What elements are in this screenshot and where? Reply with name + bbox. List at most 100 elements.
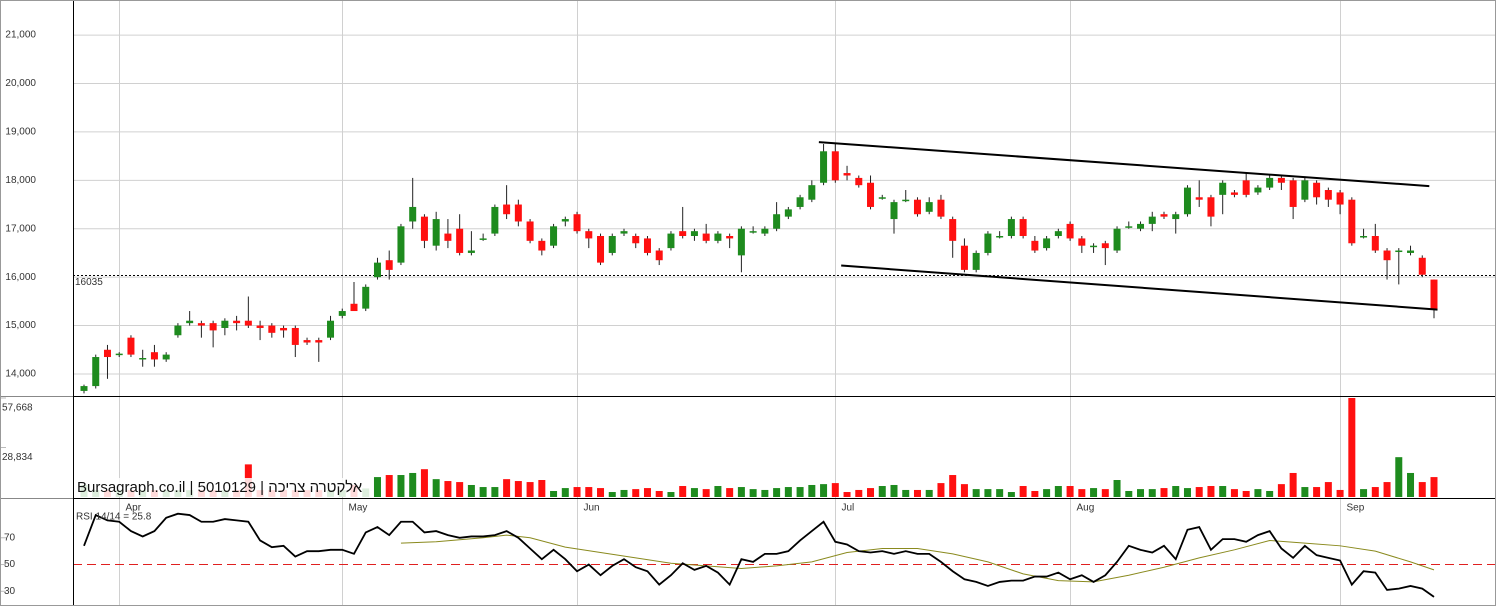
volume-bar bbox=[479, 487, 487, 497]
candle-body bbox=[1395, 250, 1403, 253]
volume-bar bbox=[1137, 489, 1145, 497]
candle-body bbox=[92, 357, 100, 387]
candle-body bbox=[1266, 177, 1274, 188]
volume-tick-label: 28,834 bbox=[2, 452, 33, 463]
candle-body bbox=[773, 214, 781, 229]
y-tick-label: 21,000 bbox=[5, 30, 36, 41]
volume-bar bbox=[456, 482, 464, 497]
watermark-bg bbox=[75, 478, 370, 497]
volume-bar bbox=[526, 482, 534, 497]
volume-bar bbox=[1066, 486, 1074, 497]
x-tick-label: Apr bbox=[126, 503, 142, 514]
volume-bar bbox=[585, 487, 593, 497]
volume-bar bbox=[1418, 482, 1426, 497]
volume-bar bbox=[573, 487, 581, 497]
candle-body bbox=[1301, 180, 1309, 200]
x-tick-label: May bbox=[349, 503, 368, 514]
candle-body bbox=[608, 236, 616, 253]
volume-bar bbox=[784, 487, 792, 497]
volume-bar bbox=[913, 489, 921, 497]
volume-bar bbox=[679, 486, 687, 497]
volume-bar bbox=[714, 486, 722, 497]
candle-body bbox=[127, 337, 135, 355]
volume-bar bbox=[972, 489, 980, 497]
volume-bar bbox=[561, 488, 569, 497]
candle-body bbox=[538, 240, 546, 251]
candle-body bbox=[820, 151, 828, 183]
candle-body bbox=[761, 228, 769, 234]
candle-body bbox=[632, 236, 640, 244]
volume-bar bbox=[1289, 472, 1297, 497]
y-tick-label: 16,000 bbox=[5, 272, 36, 283]
rsi-tick-label: 70 bbox=[4, 532, 16, 543]
candle-body bbox=[244, 320, 252, 326]
volume-bar bbox=[620, 489, 628, 497]
candle-body bbox=[1383, 250, 1391, 261]
candle-body bbox=[1078, 238, 1086, 246]
volume-bar bbox=[597, 488, 605, 497]
volume-bar bbox=[984, 489, 992, 497]
y-tick-label: 15,000 bbox=[5, 320, 36, 331]
candle-body bbox=[573, 214, 581, 232]
volume-bar bbox=[1125, 490, 1133, 497]
volume-bar bbox=[820, 484, 828, 497]
candle-body bbox=[197, 323, 205, 326]
volume-bar bbox=[514, 481, 522, 497]
candle-body bbox=[1277, 177, 1285, 183]
candle-body bbox=[714, 233, 722, 241]
volume-bar bbox=[1360, 489, 1368, 497]
candle-body bbox=[1113, 228, 1121, 251]
trend-line bbox=[818, 141, 1430, 188]
volume-bar bbox=[432, 479, 440, 497]
volume-bar bbox=[1054, 486, 1062, 497]
candle-body bbox=[843, 173, 851, 176]
volume-bar bbox=[1078, 489, 1086, 497]
candle-body bbox=[526, 221, 534, 241]
volume-bar bbox=[1254, 489, 1262, 497]
volume-bar bbox=[444, 481, 452, 497]
candle-body bbox=[150, 352, 158, 360]
volume-bar bbox=[373, 477, 381, 497]
candle-body bbox=[831, 151, 839, 181]
candle-body bbox=[432, 219, 440, 246]
candle-body bbox=[784, 209, 792, 217]
candle-body bbox=[221, 320, 229, 328]
candle-body bbox=[726, 236, 734, 239]
candle-body bbox=[667, 233, 675, 249]
labels-layer: 14,000 15,000 16,000 17,000 18,000 19,000 20,0… bbox=[2, 30, 1365, 597]
candle-body bbox=[1090, 245, 1098, 248]
y-tick-label: 19,000 bbox=[5, 127, 36, 138]
candle-body bbox=[514, 204, 522, 222]
candle-body bbox=[1407, 250, 1415, 253]
volume-bar bbox=[655, 490, 663, 497]
volume-bar bbox=[808, 484, 816, 497]
x-tick-label: Sep bbox=[1347, 503, 1365, 514]
candle-body bbox=[749, 231, 757, 233]
volume-bar bbox=[1160, 488, 1168, 497]
candle-body bbox=[1360, 236, 1368, 238]
candle-body bbox=[949, 219, 957, 241]
volume-bar bbox=[503, 479, 511, 497]
candle-body bbox=[855, 177, 863, 186]
volume-bar bbox=[1242, 490, 1250, 497]
y-tick-label: 18,000 bbox=[5, 175, 36, 186]
candle-body bbox=[409, 206, 417, 222]
volume-bar bbox=[1019, 486, 1027, 497]
candle-body bbox=[1101, 243, 1109, 249]
volume-bar bbox=[1407, 472, 1415, 497]
volume-bar bbox=[925, 489, 933, 497]
volume-bar bbox=[855, 489, 863, 497]
candle-body bbox=[456, 228, 464, 253]
candle-body bbox=[80, 386, 88, 391]
candle-body bbox=[420, 216, 428, 241]
volume-bar bbox=[890, 484, 898, 497]
volume-bar bbox=[397, 475, 405, 497]
candle-body bbox=[1348, 199, 1356, 244]
volume-bar bbox=[1113, 480, 1121, 497]
candle-body bbox=[1430, 279, 1438, 309]
candle-body bbox=[1148, 216, 1156, 224]
candle-body bbox=[984, 233, 992, 253]
candle-body bbox=[1019, 219, 1027, 237]
candle-body bbox=[233, 320, 241, 324]
candle-body bbox=[702, 233, 710, 241]
